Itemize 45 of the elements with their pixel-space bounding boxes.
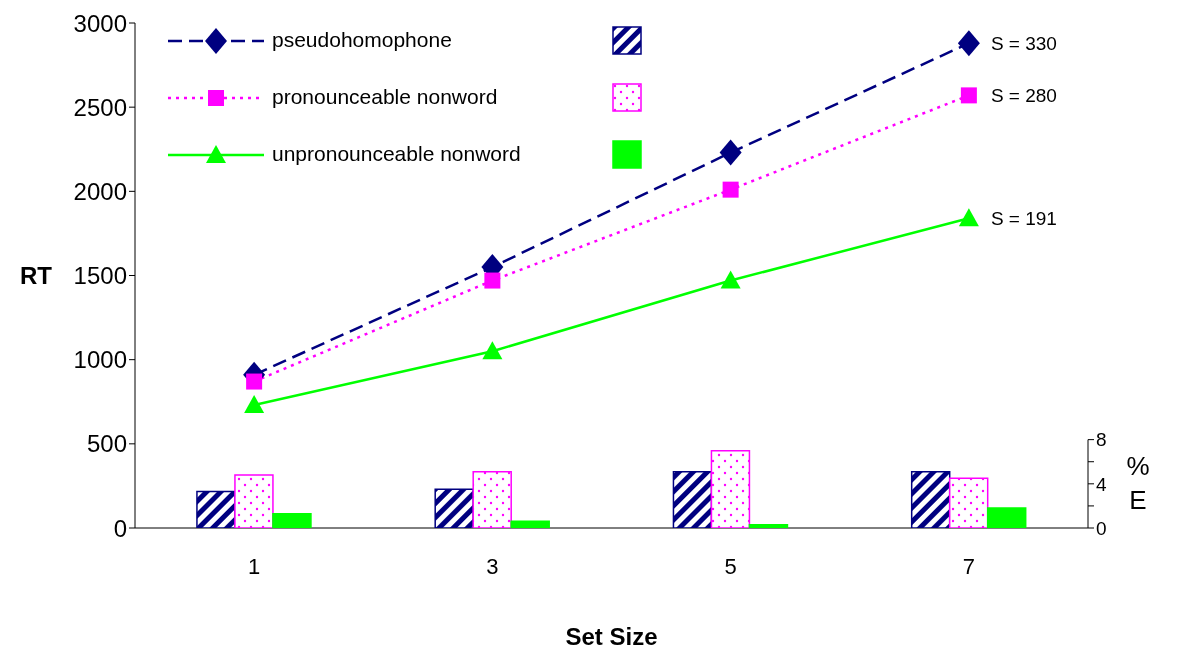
y-axis-title: % E bbox=[1126, 450, 1150, 515]
x-tick-label: 1 bbox=[248, 553, 261, 579]
bar bbox=[472, 470, 512, 528]
point bbox=[957, 30, 980, 57]
bar bbox=[986, 507, 1027, 528]
y-tick-label: 1000 bbox=[73, 346, 127, 374]
bar bbox=[434, 488, 474, 528]
point bbox=[244, 395, 265, 414]
y-tick-label: 2000 bbox=[73, 177, 127, 205]
point bbox=[719, 139, 742, 166]
legend-label: unpronounceable nonword bbox=[272, 142, 521, 166]
bar bbox=[234, 474, 274, 528]
bar bbox=[510, 520, 550, 528]
point bbox=[960, 87, 977, 104]
point bbox=[722, 181, 739, 198]
y-tick-label: 4 bbox=[1096, 473, 1107, 495]
x-tick-label: 7 bbox=[962, 553, 975, 579]
y-tick-label: 0 bbox=[113, 514, 127, 542]
legend-label: pseudohomophone bbox=[272, 28, 452, 52]
bar bbox=[710, 449, 751, 528]
y-tick-label: 8 bbox=[1096, 429, 1107, 451]
x-axis-title: Set Size bbox=[565, 623, 658, 650]
y-tick-label: 2500 bbox=[73, 93, 127, 121]
y-tick-label: 1500 bbox=[73, 262, 127, 290]
bar bbox=[748, 523, 789, 528]
bar bbox=[672, 470, 713, 528]
point bbox=[720, 270, 741, 289]
point bbox=[482, 341, 503, 360]
x-tick-label: 5 bbox=[724, 553, 737, 579]
annotation: S = 280 bbox=[990, 85, 1057, 107]
annotation: S = 191 bbox=[990, 208, 1057, 230]
bar bbox=[196, 490, 236, 528]
y-tick-label: 3000 bbox=[73, 9, 127, 37]
point bbox=[484, 272, 501, 289]
bar bbox=[272, 512, 312, 528]
y-axis-title: RT bbox=[20, 262, 53, 290]
annotation: S = 330 bbox=[990, 32, 1057, 54]
bar bbox=[948, 477, 989, 528]
bar bbox=[910, 470, 951, 528]
y-tick-label: 0 bbox=[1096, 517, 1107, 539]
y-tick-label: 500 bbox=[86, 430, 127, 458]
legend-label: pronounceable nonword bbox=[272, 85, 498, 109]
point bbox=[958, 208, 979, 227]
point bbox=[246, 373, 263, 390]
x-tick-label: 3 bbox=[486, 553, 499, 579]
